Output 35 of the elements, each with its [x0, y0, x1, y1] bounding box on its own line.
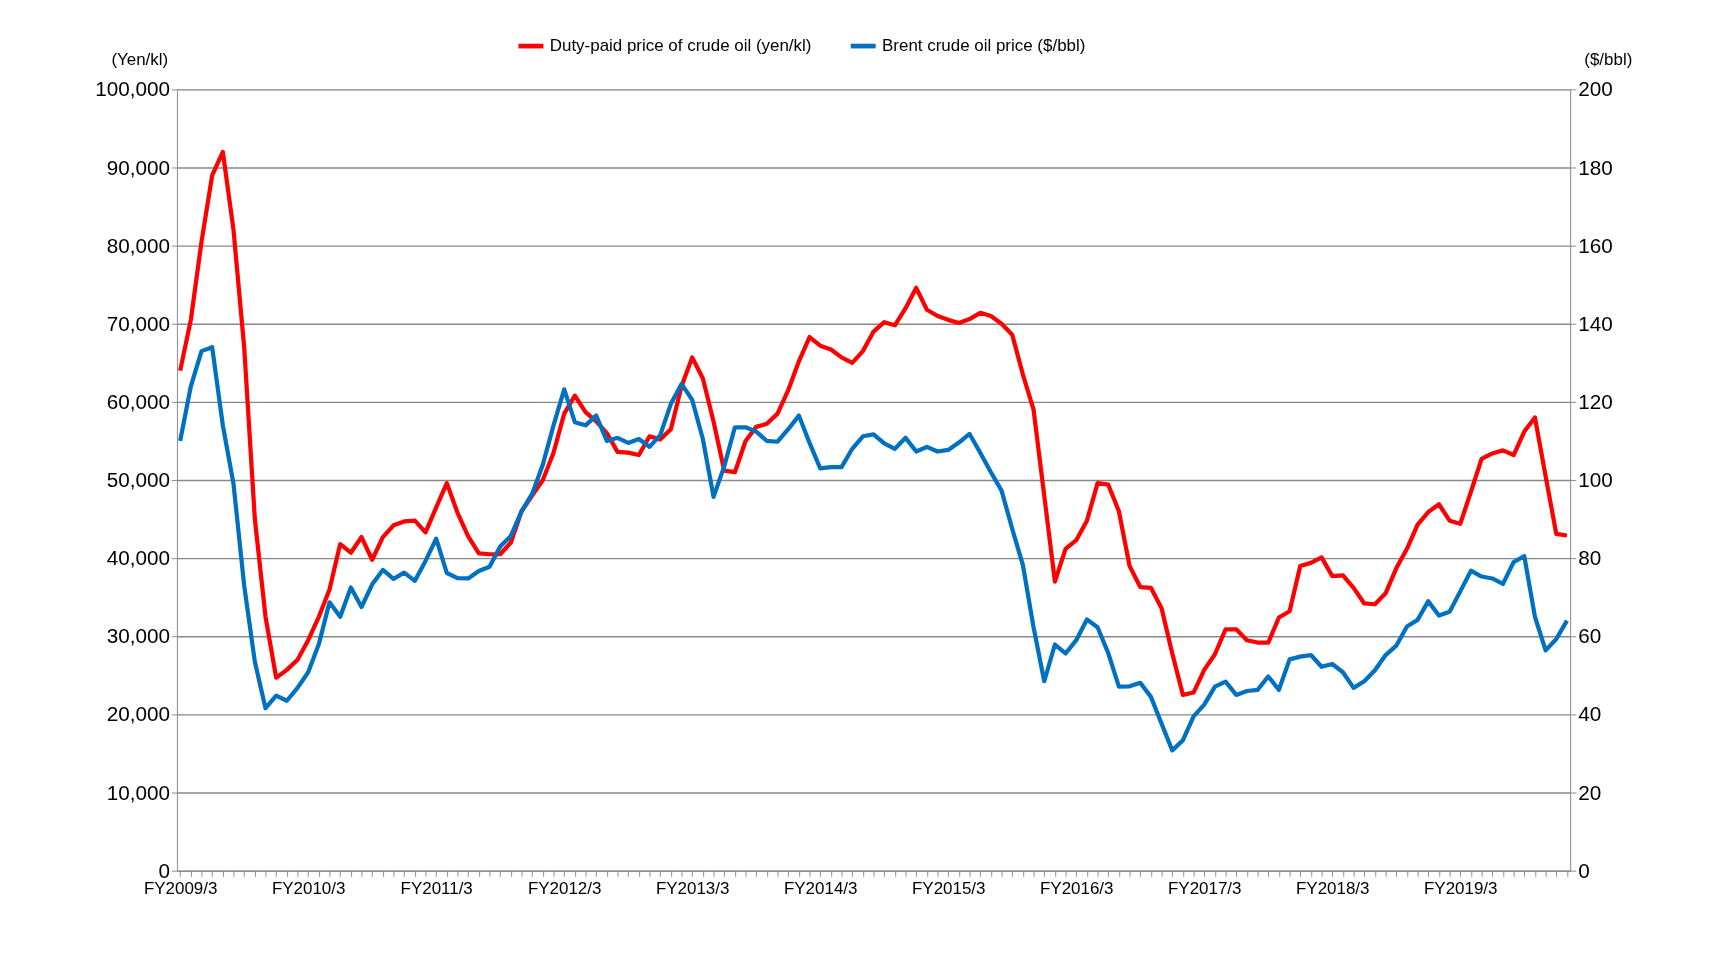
y2-tick-label: 20: [1578, 780, 1602, 804]
x-tick-label: FY2015/3: [911, 878, 986, 898]
y2-tick-label: 200: [1578, 77, 1613, 101]
y2-axis-title: ($/bbl): [1584, 50, 1633, 70]
x-tick-label: FY2017/3: [1168, 878, 1242, 898]
y-tick-label: 40,000: [106, 546, 170, 570]
y2-tick-label: 60: [1578, 624, 1602, 648]
legend-label: Duty-paid price of crude oil (yen/kl): [549, 35, 812, 55]
y2-tick-label: 120: [1578, 389, 1613, 413]
y-tick-label: 30,000: [106, 624, 170, 648]
y-tick-label: 60,000: [106, 389, 170, 413]
x-tick-label: FY2018/3: [1296, 878, 1370, 898]
y-tick-label: 70,000: [106, 311, 170, 335]
x-tick-label: FY2016/3: [1039, 878, 1114, 898]
y-tick-label: 20,000: [106, 702, 170, 726]
x-tick-label: FY2019/3: [1424, 878, 1498, 898]
y-axis-title: (Yen/kl): [111, 50, 169, 70]
y-tick-label: 10,000: [106, 780, 170, 804]
x-tick-label: FY2011/3: [400, 878, 473, 898]
y2-tick-label: 80: [1578, 546, 1602, 570]
y-tick-label: 100,000: [95, 77, 170, 101]
y2-tick-label: 160: [1578, 233, 1613, 257]
x-tick-label: FY2010/3: [271, 878, 346, 898]
x-tick-label: FY2014/3: [783, 878, 858, 898]
y2-tick-label: 140: [1578, 311, 1613, 335]
x-tick-label: FY2013/3: [655, 878, 730, 898]
y2-tick-label: 0: [1578, 858, 1590, 882]
y2-tick-label: 40: [1578, 702, 1602, 726]
y2-tick-label: 180: [1578, 155, 1613, 179]
legend-label: Brent crude oil price ($/bbl): [882, 35, 1086, 55]
y2-tick-label: 100: [1578, 468, 1613, 492]
y-tick-label: 80,000: [106, 233, 170, 257]
y-tick-label: 50,000: [106, 468, 170, 492]
y-tick-label: 90,000: [106, 155, 170, 179]
x-tick-label: FY2012/3: [527, 878, 602, 898]
